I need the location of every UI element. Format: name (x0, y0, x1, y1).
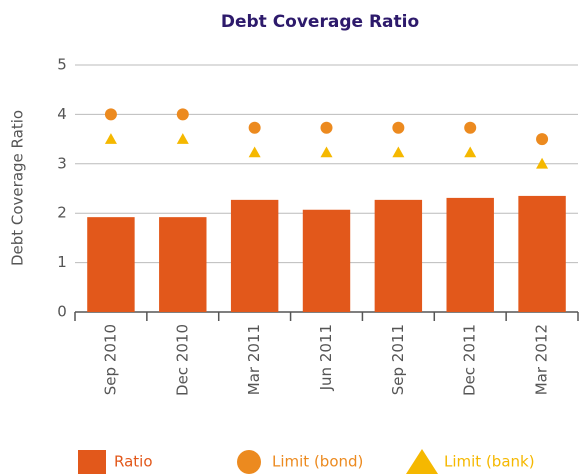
x-tick-label: Dec 2010 (173, 324, 191, 396)
x-tick-label: Sep 2011 (389, 324, 407, 395)
triangle-marker (104, 133, 117, 144)
circle-marker (176, 108, 189, 121)
circle-marker (392, 121, 405, 134)
bar (374, 199, 423, 312)
circle-marker (248, 121, 261, 134)
circle-marker (320, 121, 333, 134)
triangle-marker (248, 146, 261, 158)
circle-marker (104, 108, 117, 121)
x-tick-label: Sep 2010 (101, 324, 119, 395)
legend-swatch (237, 450, 261, 474)
triangle-marker (536, 157, 549, 169)
x-tick-label: Mar 2011 (245, 324, 263, 395)
bar (302, 209, 351, 312)
circle-marker (464, 121, 477, 134)
bar (159, 217, 207, 312)
y-axis-label: Debt Coverage Ratio (9, 110, 27, 266)
circle-marker (536, 133, 549, 146)
x-tick-label: Dec 2011 (461, 324, 479, 396)
legend-label: Limit (bond) (272, 453, 363, 471)
triangle-marker (176, 133, 189, 144)
legend-swatch (78, 450, 106, 474)
triangle-marker (392, 146, 405, 158)
bar (446, 197, 494, 312)
y-tick-label: 2 (57, 204, 67, 222)
y-tick-label: 3 (57, 154, 67, 172)
y-tick-label: 5 (57, 56, 67, 74)
bar (518, 195, 566, 312)
x-tick-label: Jun 2011 (317, 324, 335, 391)
legend-label: Ratio (114, 453, 153, 471)
legend-swatch (406, 449, 438, 474)
bar (87, 217, 135, 312)
triangle-marker (320, 146, 333, 158)
y-tick-label: 0 (57, 303, 67, 321)
legend-label: Limit (bank) (444, 453, 535, 471)
triangle-marker (464, 146, 477, 158)
x-tick-label: Mar 2012 (533, 324, 551, 395)
y-tick-label: 4 (57, 105, 67, 123)
y-tick-label: 1 (57, 253, 67, 271)
bar (230, 199, 279, 312)
chart-title: Debt Coverage Ratio (221, 12, 419, 32)
